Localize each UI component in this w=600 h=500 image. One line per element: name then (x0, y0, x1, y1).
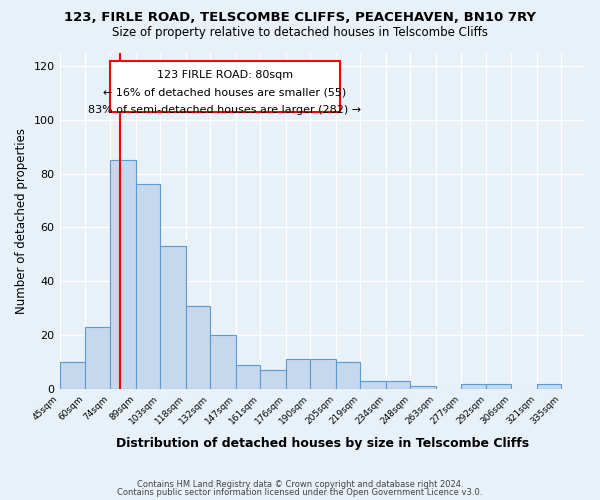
Text: 123, FIRLE ROAD, TELSCOMBE CLIFFS, PEACEHAVEN, BN10 7RY: 123, FIRLE ROAD, TELSCOMBE CLIFFS, PEACE… (64, 11, 536, 24)
Bar (85, 327, 110, 389)
Bar (360, 381, 386, 389)
Bar (386, 381, 410, 389)
Text: 123 FIRLE ROAD: 80sqm: 123 FIRLE ROAD: 80sqm (157, 70, 293, 80)
Bar (136, 184, 160, 389)
Bar (336, 362, 360, 389)
Bar (461, 384, 487, 389)
FancyBboxPatch shape (110, 60, 340, 112)
Bar (59, 362, 85, 389)
Bar (110, 160, 136, 389)
Bar (160, 246, 186, 389)
Bar (286, 360, 310, 389)
Text: Size of property relative to detached houses in Telscombe Cliffs: Size of property relative to detached ho… (112, 26, 488, 39)
Bar (236, 364, 260, 389)
Text: Contains HM Land Registry data © Crown copyright and database right 2024.: Contains HM Land Registry data © Crown c… (137, 480, 463, 489)
Bar (186, 306, 210, 389)
Bar (536, 384, 561, 389)
Text: ← 16% of detached houses are smaller (55): ← 16% of detached houses are smaller (55… (103, 88, 346, 98)
X-axis label: Distribution of detached houses by size in Telscombe Cliffs: Distribution of detached houses by size … (116, 437, 529, 450)
Bar (210, 335, 236, 389)
Bar (487, 384, 511, 389)
Text: Contains public sector information licensed under the Open Government Licence v3: Contains public sector information licen… (118, 488, 482, 497)
Bar (260, 370, 286, 389)
Bar (410, 386, 436, 389)
Bar (310, 360, 336, 389)
Y-axis label: Number of detached properties: Number of detached properties (15, 128, 28, 314)
Text: 83% of semi-detached houses are larger (282) →: 83% of semi-detached houses are larger (… (88, 105, 361, 115)
